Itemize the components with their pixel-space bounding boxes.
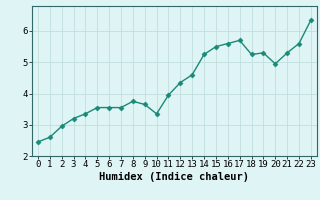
X-axis label: Humidex (Indice chaleur): Humidex (Indice chaleur) [100, 172, 249, 182]
